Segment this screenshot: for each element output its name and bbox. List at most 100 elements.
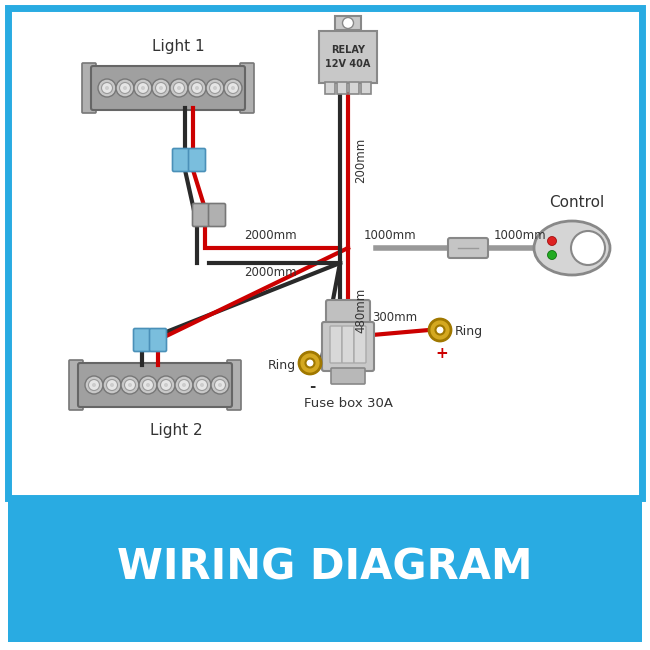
FancyBboxPatch shape	[354, 326, 366, 363]
Ellipse shape	[534, 221, 610, 275]
Text: 200mm: 200mm	[354, 137, 367, 183]
Bar	[361, 82, 371, 94]
Text: Ring: Ring	[455, 326, 483, 339]
FancyBboxPatch shape	[133, 328, 151, 352]
Text: 2000mm: 2000mm	[244, 229, 296, 242]
Bar	[337, 82, 347, 94]
FancyBboxPatch shape	[192, 203, 209, 226]
Circle shape	[161, 380, 172, 391]
Circle shape	[103, 376, 121, 394]
Circle shape	[123, 86, 127, 90]
Circle shape	[107, 380, 118, 391]
Circle shape	[182, 383, 186, 387]
FancyBboxPatch shape	[326, 300, 370, 326]
Text: -: -	[309, 379, 315, 394]
FancyBboxPatch shape	[150, 328, 166, 352]
FancyBboxPatch shape	[188, 148, 205, 172]
Circle shape	[211, 376, 229, 394]
Circle shape	[343, 18, 354, 29]
Circle shape	[110, 383, 114, 387]
Circle shape	[209, 83, 220, 94]
Circle shape	[299, 352, 321, 374]
Circle shape	[170, 79, 188, 97]
Circle shape	[164, 383, 168, 387]
FancyBboxPatch shape	[322, 322, 374, 371]
Circle shape	[188, 79, 206, 97]
Circle shape	[174, 83, 185, 94]
Text: 1000mm: 1000mm	[494, 229, 546, 242]
Text: 2000mm: 2000mm	[244, 266, 296, 279]
FancyBboxPatch shape	[8, 8, 642, 498]
Circle shape	[306, 359, 315, 367]
Circle shape	[138, 83, 148, 94]
Text: Light 1: Light 1	[151, 39, 204, 54]
Bar	[8, 498, 642, 642]
Circle shape	[139, 376, 157, 394]
Circle shape	[152, 79, 170, 97]
Circle shape	[116, 79, 134, 97]
Text: 300mm: 300mm	[372, 311, 417, 324]
Circle shape	[547, 237, 556, 246]
Circle shape	[177, 86, 181, 90]
Circle shape	[120, 83, 131, 94]
Bar	[325, 82, 335, 94]
Text: 480mm: 480mm	[354, 287, 367, 333]
Circle shape	[218, 383, 222, 387]
FancyBboxPatch shape	[172, 148, 190, 172]
Circle shape	[200, 383, 204, 387]
FancyBboxPatch shape	[91, 66, 245, 110]
FancyBboxPatch shape	[342, 326, 354, 363]
FancyBboxPatch shape	[209, 203, 226, 226]
Circle shape	[429, 319, 451, 341]
Circle shape	[85, 376, 103, 394]
Text: RELAY
12V 40A: RELAY 12V 40A	[325, 45, 370, 69]
Circle shape	[146, 383, 150, 387]
Circle shape	[179, 380, 190, 391]
Circle shape	[92, 383, 96, 387]
Circle shape	[101, 83, 112, 94]
Circle shape	[196, 380, 207, 391]
Circle shape	[134, 79, 152, 97]
Bar	[349, 82, 359, 94]
Circle shape	[436, 326, 445, 335]
Text: Ring: Ring	[268, 359, 296, 372]
Circle shape	[141, 86, 145, 90]
Circle shape	[159, 86, 163, 90]
FancyBboxPatch shape	[82, 63, 96, 113]
Text: Light 2: Light 2	[150, 423, 203, 438]
Circle shape	[214, 380, 226, 391]
Circle shape	[175, 376, 193, 394]
Circle shape	[121, 376, 139, 394]
Circle shape	[192, 83, 203, 94]
Circle shape	[195, 86, 199, 90]
Circle shape	[547, 250, 556, 259]
Circle shape	[88, 380, 99, 391]
Text: +: +	[436, 346, 448, 361]
Circle shape	[224, 79, 242, 97]
FancyBboxPatch shape	[319, 31, 377, 83]
Circle shape	[105, 86, 109, 90]
Circle shape	[213, 86, 217, 90]
Circle shape	[193, 376, 211, 394]
FancyBboxPatch shape	[330, 326, 342, 363]
FancyBboxPatch shape	[227, 360, 241, 410]
FancyBboxPatch shape	[331, 368, 365, 384]
Circle shape	[142, 380, 153, 391]
Bar	[335, 16, 361, 30]
FancyBboxPatch shape	[69, 360, 83, 410]
Circle shape	[98, 79, 116, 97]
Circle shape	[227, 83, 239, 94]
Circle shape	[128, 383, 132, 387]
Text: Fuse box 30A: Fuse box 30A	[304, 397, 393, 410]
Text: WIRING DIAGRAM: WIRING DIAGRAM	[117, 547, 533, 589]
Circle shape	[125, 380, 135, 391]
Circle shape	[155, 83, 166, 94]
Circle shape	[231, 86, 235, 90]
FancyBboxPatch shape	[448, 238, 488, 258]
FancyBboxPatch shape	[240, 63, 254, 113]
Text: 1000mm: 1000mm	[364, 229, 416, 242]
FancyBboxPatch shape	[78, 363, 232, 407]
Circle shape	[157, 376, 175, 394]
Text: Control: Control	[549, 195, 604, 210]
Circle shape	[571, 231, 605, 265]
